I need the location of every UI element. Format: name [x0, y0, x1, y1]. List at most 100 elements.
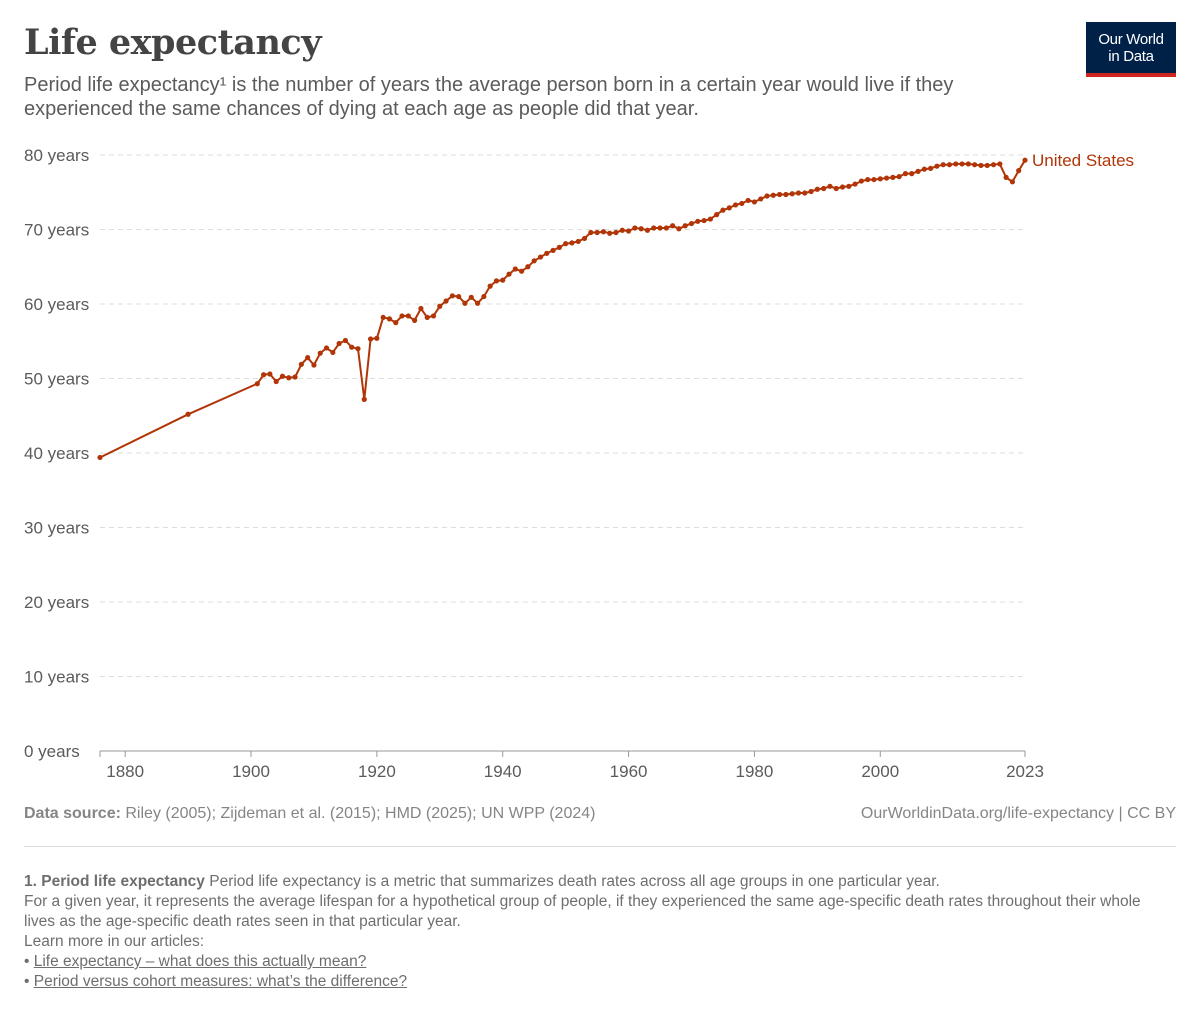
article-link-2[interactable]: Period versus cohort measures: what’s th…: [33, 973, 408, 990]
data-point[interactable]: [286, 375, 292, 381]
data-point[interactable]: [292, 374, 298, 380]
data-point[interactable]: [563, 241, 569, 247]
data-point[interactable]: [405, 313, 411, 319]
data-point[interactable]: [298, 361, 304, 367]
data-point[interactable]: [525, 264, 531, 270]
data-point[interactable]: [902, 171, 909, 177]
data-point[interactable]: [588, 229, 594, 236]
data-point[interactable]: [569, 240, 575, 246]
data-point[interactable]: [279, 373, 286, 379]
data-point[interactable]: [336, 340, 342, 347]
data-point[interactable]: [833, 185, 839, 192]
data-point[interactable]: [550, 247, 556, 253]
data-point[interactable]: [418, 305, 424, 312]
owid-logo[interactable]: Our World in Data: [1086, 22, 1176, 77]
data-point[interactable]: [984, 162, 990, 169]
data-point[interactable]: [934, 163, 940, 169]
data-point[interactable]: [1022, 157, 1028, 163]
data-point[interactable]: [468, 294, 474, 300]
data-point[interactable]: [544, 250, 550, 256]
data-point[interactable]: [714, 212, 720, 218]
data-point[interactable]: [512, 266, 518, 272]
data-point[interactable]: [317, 350, 323, 356]
data-point[interactable]: [883, 175, 890, 181]
data-point[interactable]: [657, 225, 663, 231]
data-point[interactable]: [267, 371, 273, 377]
data-point[interactable]: [185, 411, 191, 417]
data-point[interactable]: [607, 230, 613, 236]
data-point[interactable]: [380, 314, 386, 321]
data-point[interactable]: [726, 205, 732, 211]
data-point[interactable]: [758, 196, 764, 202]
data-point[interactable]: [518, 268, 525, 274]
data-point[interactable]: [745, 197, 751, 204]
data-point[interactable]: [474, 300, 481, 306]
data-point[interactable]: [940, 162, 946, 168]
article-link-1[interactable]: Life expectancy – what does this actuall…: [33, 953, 367, 970]
data-point[interactable]: [783, 191, 789, 198]
data-point[interactable]: [330, 349, 336, 356]
data-point[interactable]: [1009, 179, 1016, 185]
data-point[interactable]: [311, 362, 317, 368]
data-point[interactable]: [437, 303, 443, 309]
data-point[interactable]: [707, 216, 713, 222]
data-point[interactable]: [361, 396, 367, 402]
data-point[interactable]: [972, 162, 978, 168]
data-point[interactable]: [638, 226, 644, 232]
data-point[interactable]: [915, 168, 921, 174]
data-point[interactable]: [890, 174, 896, 180]
data-point[interactable]: [751, 199, 758, 205]
data-point[interactable]: [481, 293, 487, 300]
data-point[interactable]: [449, 293, 455, 299]
data-point[interactable]: [701, 217, 707, 224]
data-point[interactable]: [273, 378, 279, 385]
data-point[interactable]: [953, 161, 959, 167]
data-point[interactable]: [443, 298, 449, 304]
data-point[interactable]: [814, 186, 820, 192]
data-point[interactable]: [990, 162, 997, 168]
data-point[interactable]: [997, 161, 1003, 167]
data-point[interactable]: [399, 313, 405, 319]
data-point[interactable]: [349, 344, 355, 350]
data-point[interactable]: [896, 174, 902, 180]
data-point[interactable]: [877, 176, 883, 182]
data-point[interactable]: [909, 171, 915, 177]
data-point[interactable]: [928, 165, 934, 172]
data-point[interactable]: [846, 183, 852, 189]
data-point[interactable]: [632, 225, 638, 231]
data-point[interactable]: [739, 200, 745, 207]
data-point[interactable]: [776, 191, 783, 198]
data-point[interactable]: [858, 178, 864, 184]
data-point[interactable]: [412, 317, 418, 323]
data-point[interactable]: [619, 227, 625, 233]
data-point[interactable]: [342, 337, 349, 344]
data-point[interactable]: [802, 190, 808, 196]
data-point[interactable]: [651, 225, 657, 231]
data-point[interactable]: [537, 254, 544, 260]
data-point[interactable]: [644, 227, 651, 233]
data-point[interactable]: [1016, 168, 1022, 174]
data-point[interactable]: [770, 192, 776, 198]
data-point[interactable]: [575, 238, 581, 245]
data-point[interactable]: [430, 313, 437, 319]
data-point[interactable]: [720, 207, 726, 213]
data-point[interactable]: [959, 161, 965, 167]
data-point[interactable]: [764, 193, 770, 199]
data-point[interactable]: [789, 191, 795, 197]
data-point[interactable]: [827, 183, 833, 189]
data-point[interactable]: [305, 355, 311, 361]
data-point[interactable]: [695, 218, 701, 224]
data-point[interactable]: [732, 202, 739, 208]
data-point[interactable]: [613, 229, 619, 236]
data-point[interactable]: [821, 185, 827, 192]
data-point[interactable]: [921, 166, 927, 172]
data-point[interactable]: [556, 244, 562, 250]
data-point[interactable]: [254, 381, 260, 387]
data-point[interactable]: [682, 223, 688, 229]
data-point[interactable]: [852, 181, 858, 187]
data-point[interactable]: [676, 226, 682, 232]
data-point[interactable]: [625, 228, 632, 234]
data-point[interactable]: [670, 223, 676, 229]
data-point[interactable]: [393, 320, 399, 326]
data-point[interactable]: [456, 293, 462, 300]
